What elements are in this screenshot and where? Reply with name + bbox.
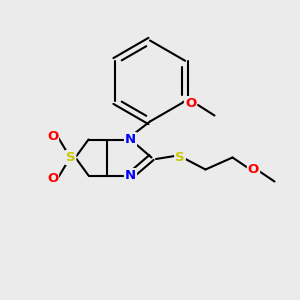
Text: O: O — [47, 172, 58, 185]
Text: O: O — [248, 163, 259, 176]
Text: O: O — [185, 97, 196, 110]
Text: S: S — [175, 151, 185, 164]
Text: N: N — [125, 133, 136, 146]
Text: N: N — [125, 169, 136, 182]
Text: S: S — [66, 151, 75, 164]
Text: O: O — [47, 130, 58, 143]
